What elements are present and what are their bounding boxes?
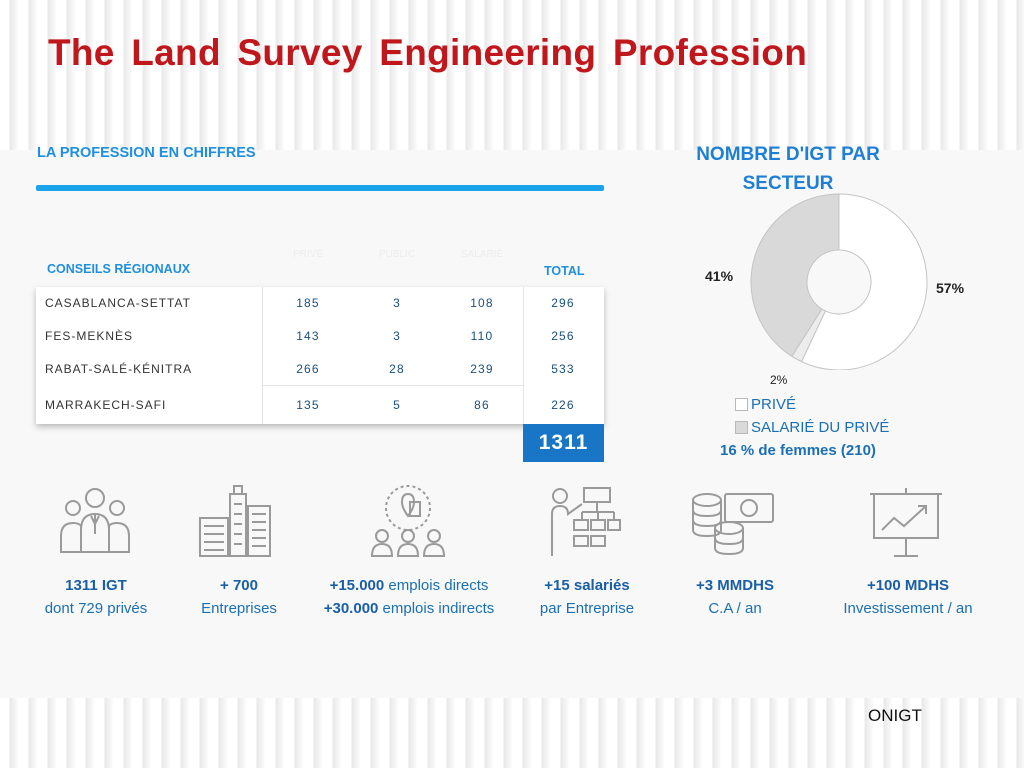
- stat-detail: dont 729 privés: [44, 600, 148, 617]
- table-row: RABAT-SALÉ-KÉNITRA 266 28 239 533: [36, 353, 604, 386]
- region-name: FES-MEKNÈS: [45, 329, 134, 343]
- row-divider: [262, 385, 524, 386]
- faint-column-header: PRIVÉ: [292, 249, 323, 260]
- stat-headline: +15 salariés: [544, 577, 630, 594]
- stat-detail: emplois indirects: [378, 600, 495, 617]
- employment-network-icon: [370, 485, 446, 557]
- stat-chiffre-affaires: +3 MMDHS C.A / an: [670, 574, 800, 620]
- stat-detail: emplois directs: [384, 577, 489, 594]
- faint-column-header: SALARIÉ: [460, 249, 504, 260]
- stat-salaries: +15 salariés par Entreprise: [520, 574, 654, 620]
- stat-headline: +30.000: [323, 600, 379, 617]
- cell-prive: 135: [296, 398, 320, 412]
- pie-chart-title: NOMBRE D'IGT PAR SECTEUR: [696, 144, 880, 194]
- surveyors-group-icon: [60, 488, 130, 553]
- column-divider: [523, 287, 524, 424]
- region-name: RABAT-SALÉ-KÉNITRA: [45, 362, 193, 376]
- faint-column-header: PUBLIC: [378, 249, 416, 260]
- stat-headline: + 700: [220, 577, 258, 594]
- coins-money-icon: [692, 493, 774, 556]
- column-divider: [262, 287, 263, 424]
- stat-detail: Entreprises: [201, 600, 277, 617]
- cell-prive: 185: [296, 296, 320, 310]
- stat-detail: par Entreprise: [539, 600, 635, 617]
- section-divider: [36, 185, 604, 191]
- legend-item-prive: PRIVÉ: [735, 396, 796, 413]
- grand-total-box: 1311: [523, 424, 604, 462]
- stat-headline: +3 MMDHS: [696, 577, 774, 594]
- footer-stripes-background: [0, 698, 1024, 768]
- cell-total: 296: [551, 296, 575, 310]
- stat-investissement: +100 MDHS Investissement / an: [824, 574, 992, 620]
- cell-public: 28: [389, 362, 405, 376]
- cell-prive: 266: [296, 362, 320, 376]
- cell-salarie: 86: [474, 398, 490, 412]
- cell-public: 3: [393, 329, 401, 343]
- women-percentage-note: 16 % de femmes (210): [720, 442, 876, 459]
- slice-label-prive: 57%: [936, 280, 965, 296]
- section-heading: LA PROFESSION EN CHIFFRES: [37, 145, 256, 161]
- stat-headline: +100 MDHS: [866, 577, 950, 594]
- legend-swatch: [735, 421, 748, 434]
- table-row: MARRAKECH-SAFI 135 5 86 226: [36, 389, 604, 422]
- cell-salarie: 108: [470, 296, 494, 310]
- cell-salarie: 110: [470, 329, 494, 343]
- total-column-header: TOTAL: [544, 264, 585, 278]
- buildings-icon: [199, 485, 271, 557]
- region-column-header: CONSEILS RÉGIONAUX: [47, 262, 191, 276]
- stat-entreprises: + 700 Entreprises: [180, 574, 298, 620]
- slide-title: The Land Survey Engineering Profession: [48, 32, 808, 73]
- stat-emplois: +15.000 emplois directs +30.000 emplois …: [300, 574, 518, 620]
- cell-public: 5: [393, 398, 401, 412]
- slice-label-salarie: 41%: [705, 268, 734, 284]
- cell-prive: 143: [296, 329, 320, 343]
- cell-total: 533: [551, 362, 575, 376]
- pie-slice-2: [750, 193, 840, 357]
- cell-total: 256: [551, 329, 575, 343]
- table-row: CASABLANCA-SETTAT 185 3 108 296: [36, 287, 604, 320]
- stat-detail: Investissement / an: [843, 600, 973, 617]
- region-name: MARRAKECH-SAFI: [45, 398, 167, 412]
- regional-table: [36, 287, 604, 424]
- stat-detail: C.A / an: [708, 600, 762, 617]
- footer-organization: ONIGT: [868, 706, 922, 725]
- org-chart-presenter-icon: [551, 487, 621, 556]
- sector-pie-chart: [750, 193, 928, 370]
- stat-igt-count: 1311 IGT dont 729 privés: [20, 574, 172, 620]
- region-name: CASABLANCA-SETTAT: [45, 296, 191, 310]
- legend-label: SALARIÉ DU PRIVÉ: [751, 419, 890, 436]
- pie-slice-0: [800, 193, 928, 370]
- legend-swatch: [735, 398, 748, 411]
- investment-growth-chart-icon: [870, 488, 942, 557]
- legend-label: PRIVÉ: [751, 396, 797, 413]
- cell-total: 226: [551, 398, 575, 412]
- cell-salarie: 239: [470, 362, 494, 376]
- table-row: FES-MEKNÈS 143 3 110 256: [36, 320, 604, 353]
- cell-public: 3: [393, 296, 401, 310]
- stat-headline: +15.000: [329, 577, 385, 594]
- header-stripes-background: [0, 0, 1024, 150]
- legend-item-salarie-du-prive: SALARIÉ DU PRIVÉ: [735, 419, 889, 436]
- stat-headline: 1311 IGT: [65, 577, 127, 594]
- slice-label-small: 2%: [770, 373, 788, 387]
